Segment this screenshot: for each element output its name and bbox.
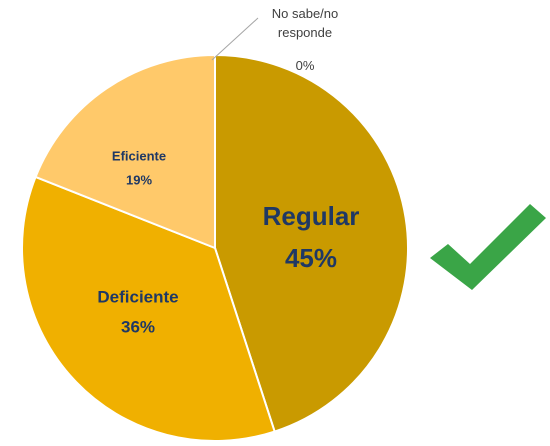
pie-slice [34,53,216,250]
pie-slice [214,53,409,433]
category-label: No sabe/no responde [271,6,339,40]
slices [21,53,409,442]
value-label: 45% [285,243,337,273]
leader-line [211,17,259,61]
value-label: 36% [121,317,155,336]
category-label: Regular [263,201,360,231]
labels: Regular 45% Deficiente 36% Eficiente 19% [97,148,359,336]
value-label: 19% [126,172,152,187]
pie-slice [21,175,276,442]
category-label: Eficiente [112,148,166,163]
value-label: 0% [295,58,315,73]
check-icon [430,204,546,290]
category-label: Deficiente [97,287,178,306]
